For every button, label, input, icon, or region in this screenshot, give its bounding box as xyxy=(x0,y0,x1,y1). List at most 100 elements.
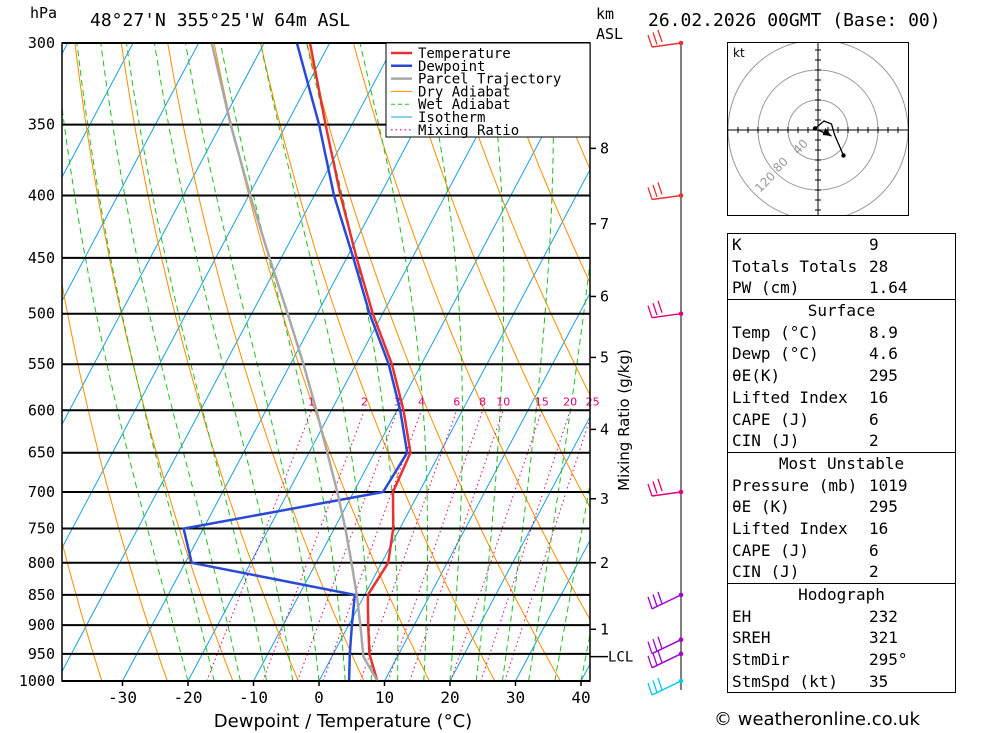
index-row: StmSpd (kt) 35 xyxy=(732,671,889,691)
isotherm-line xyxy=(515,539,590,681)
wind-barb xyxy=(647,591,684,610)
pressure-tick-label: 800 xyxy=(28,554,55,572)
hodograph-title: Hodograph xyxy=(798,585,885,604)
wet-adiabat-line xyxy=(475,43,505,681)
wet-adiabat-line xyxy=(153,43,294,681)
x-tick-label: 20 xyxy=(440,688,459,707)
hodograph-panel: kt 40 80 120 xyxy=(727,39,909,221)
dry-adiabat-line xyxy=(445,43,590,397)
surface-section: Surface Temp (°C) 8.9 Dewp (°C) 4.6 θE(K) 2… xyxy=(728,299,955,452)
index-row: Totals Totals 28 xyxy=(732,256,889,276)
wind-barb xyxy=(647,478,684,497)
wet-adiabat-line xyxy=(306,43,399,681)
mixing-ratio-label: 1 xyxy=(308,395,315,408)
mixing-ratio-line xyxy=(322,410,422,681)
copyright-link[interactable]: © weatheronline.co.uk xyxy=(714,709,920,730)
legend-label: Mixing Ratio xyxy=(418,123,519,139)
mixing-ratio-line xyxy=(359,410,458,681)
pressure-tick-label: 400 xyxy=(28,186,55,204)
wet-adiabat-line xyxy=(359,43,429,681)
location-title: 48°27'N 355°25'W 64m ASL xyxy=(90,10,351,31)
mixing-ratio-label: 20 xyxy=(563,395,577,408)
isotherm-line xyxy=(0,43,2,681)
mixing-ratio-label: 25 xyxy=(586,395,600,408)
mixing-ratio-label: 8 xyxy=(479,395,486,408)
mixing-ratio-label: 4 xyxy=(418,395,425,408)
pressure-tick-label: 500 xyxy=(28,305,55,323)
isotherm-line xyxy=(62,43,200,302)
x-tick-label: -30 xyxy=(108,688,137,707)
mixing-ratio-label: 2 xyxy=(361,395,368,408)
mixing-ratio-line xyxy=(409,410,504,681)
index-row: θE (K) 295 xyxy=(732,497,898,517)
pressure-tick-label: 350 xyxy=(28,116,55,134)
index-row: Temp (°C) 8.9 xyxy=(732,322,898,342)
pressure-tick-label: 450 xyxy=(28,249,55,267)
km-tick-label: 1 xyxy=(600,620,609,638)
profile-group xyxy=(182,43,412,681)
x-tick-label: 40 xyxy=(571,688,590,707)
legend-box xyxy=(385,42,591,138)
index-row: θE(K) 295 xyxy=(732,366,898,386)
km-tick-label: 6 xyxy=(600,287,609,305)
km-tick-label: 4 xyxy=(600,420,609,438)
dry-adiabat-line xyxy=(957,43,1000,681)
pressure-tick-label: 700 xyxy=(28,483,55,501)
wet-adiabat-line xyxy=(76,43,215,681)
legend-label: Dry Adiabat xyxy=(418,84,511,100)
wet-adiabat-line xyxy=(100,43,241,681)
hodograph-ring-label: 80 xyxy=(770,154,791,175)
datetime-title: 26.02.2026 00GMT (Base: 00) xyxy=(648,10,941,31)
wind-barb xyxy=(647,29,684,48)
isotherm-line xyxy=(122,43,462,681)
hodograph-start-dot xyxy=(812,126,818,131)
wind-barb xyxy=(647,677,684,696)
pressure-tick-label: 550 xyxy=(28,355,55,373)
pressure-tick-label: 600 xyxy=(28,401,55,419)
index-row: CIN (J) 2 xyxy=(732,562,879,582)
km-tick-label: 3 xyxy=(600,490,609,508)
mixing-ratio-axis-title: Mixing Ratio (g/kg) xyxy=(615,349,633,491)
pressure-tick-label: 750 xyxy=(28,520,55,538)
isotherm-line xyxy=(449,415,590,681)
hodograph-trace xyxy=(814,120,845,156)
pressure-tick-label: 1000 xyxy=(19,672,55,690)
index-row: CAPE (J) 6 xyxy=(732,540,879,560)
km-tick-label: 5 xyxy=(600,348,609,366)
mixing-ratio-line xyxy=(504,416,590,681)
index-row: PW (cm) 1.64 xyxy=(732,278,908,298)
pressure-tick-label: 900 xyxy=(28,616,55,634)
mixing-ratio-line xyxy=(206,410,312,681)
x-axis-title: Dewpoint / Temperature (°C) xyxy=(214,711,472,732)
index-row: Pressure (mb) 1019 xyxy=(732,475,908,495)
wet-adiabat-line xyxy=(185,43,320,681)
plot-frame xyxy=(61,42,591,682)
isotherm-line xyxy=(62,43,265,426)
wind-barb xyxy=(647,636,684,655)
x-tick-label: -10 xyxy=(239,688,268,707)
hodograph-section: Hodograph EH 232 SREH 321 StmDir 295° StmSp… xyxy=(728,583,955,692)
pressure-unit-label: hPa xyxy=(30,4,58,22)
hodograph-end-dot xyxy=(841,153,846,158)
dry-adiabat-line xyxy=(74,43,234,681)
legend-label: Isotherm xyxy=(418,110,485,126)
mixing-ratio-label: 6 xyxy=(453,395,460,408)
index-row: CAPE (J) 6 xyxy=(732,409,879,429)
storm-motion-arrowhead xyxy=(822,128,832,136)
index-row: StmDir 295° xyxy=(732,650,908,670)
pressure-tick-label: 950 xyxy=(28,645,55,663)
most-unstable-section: Most Unstable Pressure (mb) 1019 θE (K) 29… xyxy=(728,451,955,583)
x-tick-label: 0 xyxy=(314,688,324,707)
mixing-ratio-label: 15 xyxy=(535,395,549,408)
pressure-tick-label: 650 xyxy=(28,444,55,462)
surface-title: Surface xyxy=(807,301,876,321)
x-tick-label: 10 xyxy=(375,688,394,707)
legend-label: Wet Adiabat xyxy=(418,97,511,113)
km-tick-label: 8 xyxy=(600,139,609,157)
hodograph-unit-label: kt xyxy=(733,46,745,60)
isotherm-line xyxy=(62,43,331,550)
mixing-ratio-line xyxy=(262,410,365,681)
